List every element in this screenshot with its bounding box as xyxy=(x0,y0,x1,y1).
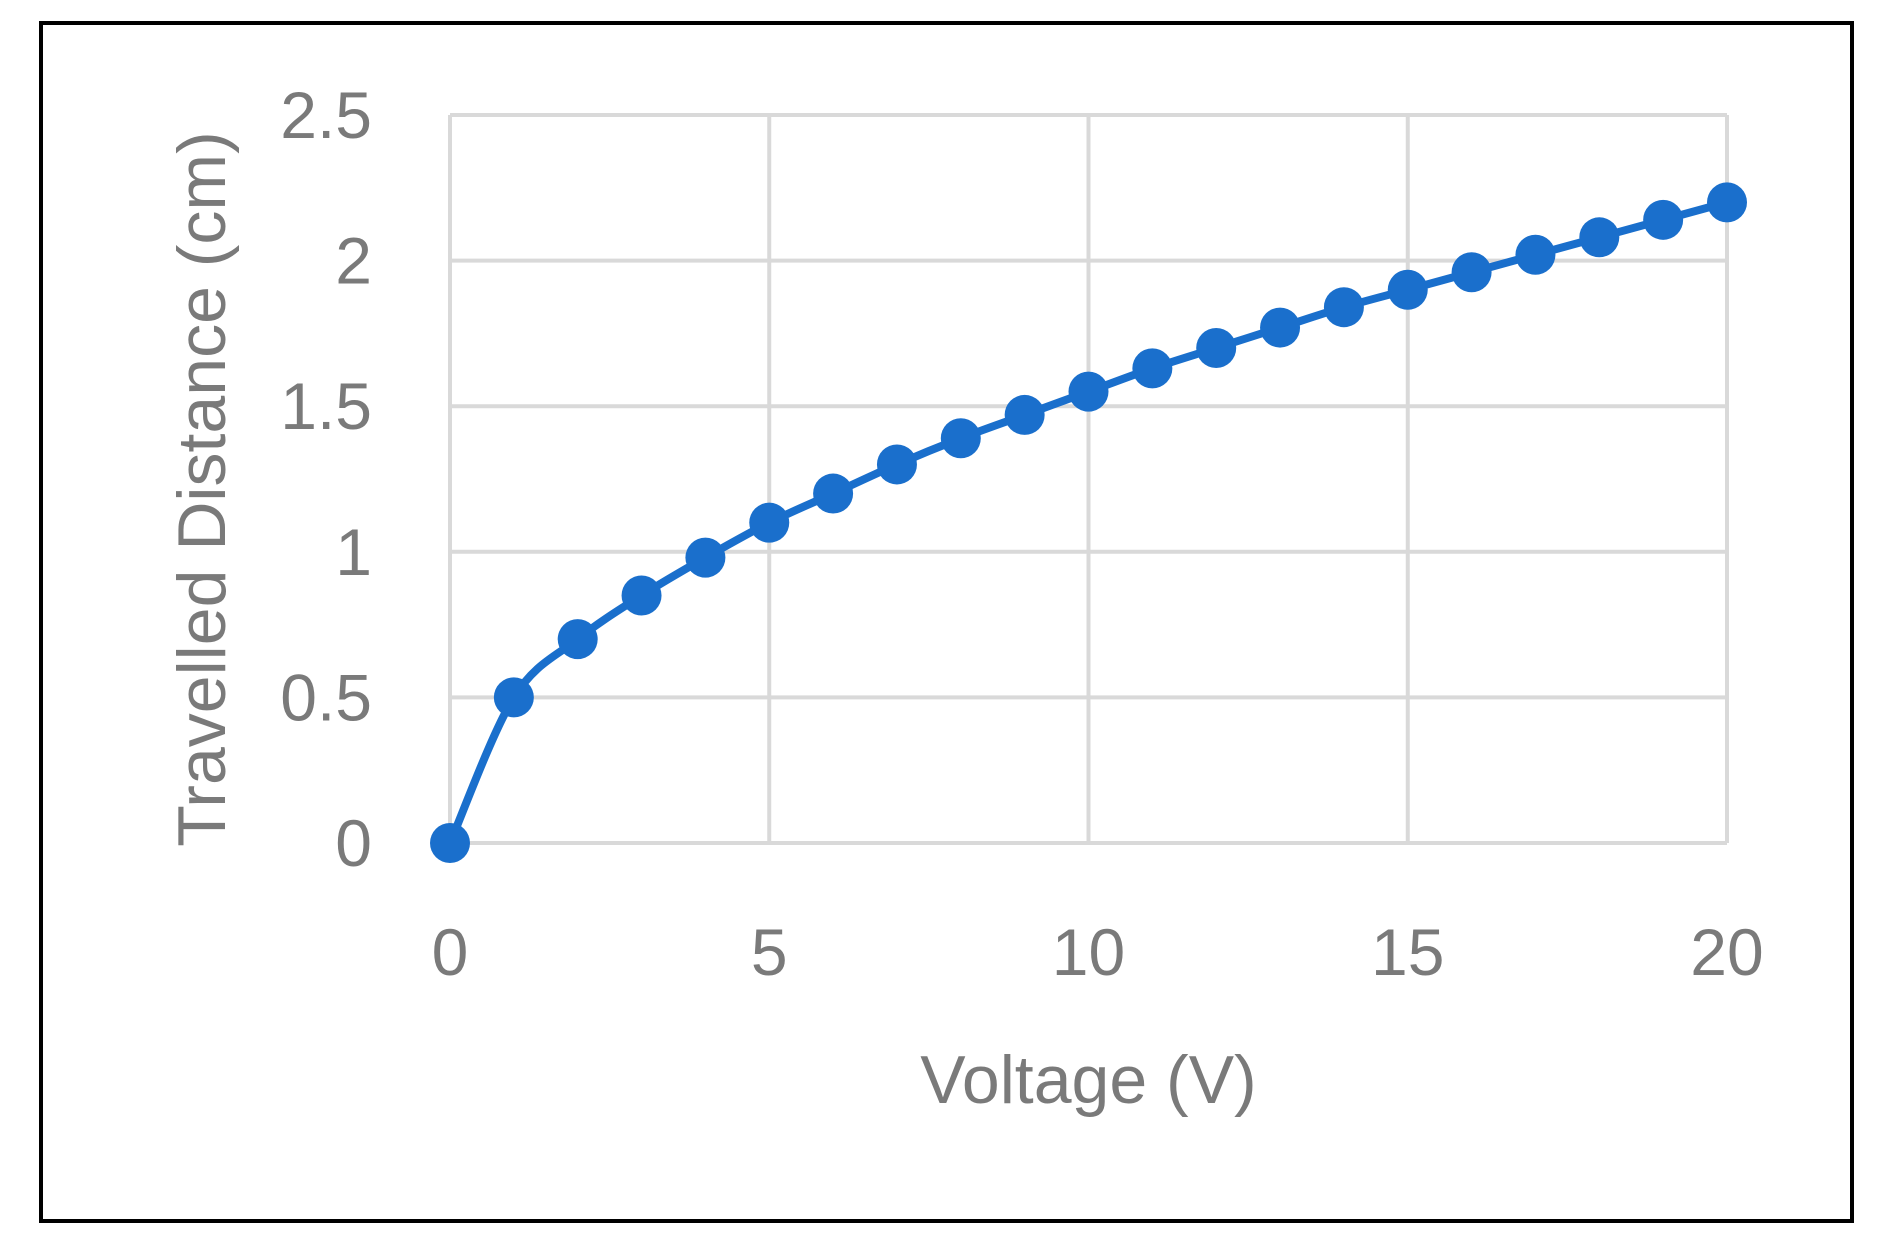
data-point xyxy=(1132,348,1173,389)
data-point xyxy=(1260,307,1301,348)
data-point xyxy=(1323,287,1364,328)
data-point xyxy=(557,619,598,660)
data-point xyxy=(876,444,917,485)
y-axis-title: Travelled Distance (cm) xyxy=(164,131,240,846)
y-tick-label: 2 xyxy=(335,224,372,298)
x-tick-label: 20 xyxy=(1690,915,1763,989)
data-point xyxy=(685,537,726,578)
data-point xyxy=(1068,371,1109,412)
x-tick-label: 15 xyxy=(1371,915,1444,989)
y-tick-label: 0.5 xyxy=(280,660,372,734)
data-point xyxy=(1643,199,1684,240)
x-tick-labels: 0 5 10 15 20 xyxy=(432,915,1764,989)
data-point xyxy=(1515,234,1556,275)
data-point xyxy=(493,677,534,718)
data-point xyxy=(621,575,662,616)
y-tick-label: 1.5 xyxy=(280,369,372,443)
y-tick-labels: 0 0.5 1 1.5 2 2.5 xyxy=(280,78,372,880)
data-point xyxy=(1451,252,1492,293)
x-axis-title: Voltage (V) xyxy=(920,1042,1256,1118)
x-tick-label: 5 xyxy=(751,915,788,989)
data-point xyxy=(1196,327,1237,368)
data-point xyxy=(1579,217,1620,258)
chart-frame xyxy=(39,21,1854,1223)
grid xyxy=(448,113,1729,845)
x-tick-label: 10 xyxy=(1052,915,1125,989)
data-point xyxy=(1707,182,1747,223)
data-point xyxy=(749,502,790,543)
data-point xyxy=(940,418,981,459)
data-point xyxy=(1387,269,1428,310)
x-tick-label: 0 xyxy=(432,915,469,989)
series-layer xyxy=(430,182,1747,863)
data-point xyxy=(1004,394,1045,435)
data-point xyxy=(813,473,854,514)
data-point xyxy=(430,823,470,863)
y-tick-label: 2.5 xyxy=(280,78,372,152)
y-tick-label: 1 xyxy=(335,515,372,589)
y-tick-label: 0 xyxy=(335,806,372,880)
